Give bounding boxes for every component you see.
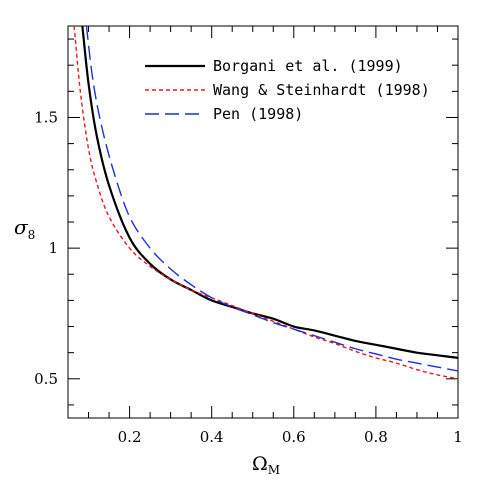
series-line-1 — [81, 26, 458, 359]
y-axis-label-subscript: 8 — [28, 228, 36, 242]
y-axis-label-symbol: σ — [14, 215, 29, 239]
legend-label-2: Wang & Steinhardt (1998) — [213, 81, 430, 99]
axis-ticks — [67, 26, 459, 418]
x-axis-label-subscript: M — [268, 463, 280, 477]
y-tick-label: 1 — [48, 239, 58, 257]
x-tick-label: 0.6 — [282, 428, 306, 446]
legend-label-1: Borgani et al. (1999) — [213, 57, 403, 75]
series-line-2 — [73, 26, 458, 380]
series-layer — [73, 26, 458, 380]
y-tick-label: 1.5 — [34, 108, 58, 126]
x-tick-label: 1 — [453, 428, 463, 446]
x-tick-label: 0.8 — [364, 428, 388, 446]
x-tick-label: 0.4 — [200, 428, 224, 446]
tick-labels: 0.2 0.4 0.6 0.8 1 0.5 1 1.5 — [34, 108, 463, 446]
x-tick-label: 0.2 — [118, 428, 142, 446]
x-axis-label: ΩM — [252, 453, 280, 477]
y-tick-label: 0.5 — [34, 370, 58, 388]
legend-label-3: Pen (1998) — [213, 105, 303, 123]
x-axis-label-symbol: Ω — [252, 453, 268, 475]
series-line-3 — [85, 26, 458, 372]
y-axis-label: σ8 — [14, 215, 35, 242]
legend: Borgani et al. (1999) Wang & Steinhardt (… — [145, 57, 430, 123]
